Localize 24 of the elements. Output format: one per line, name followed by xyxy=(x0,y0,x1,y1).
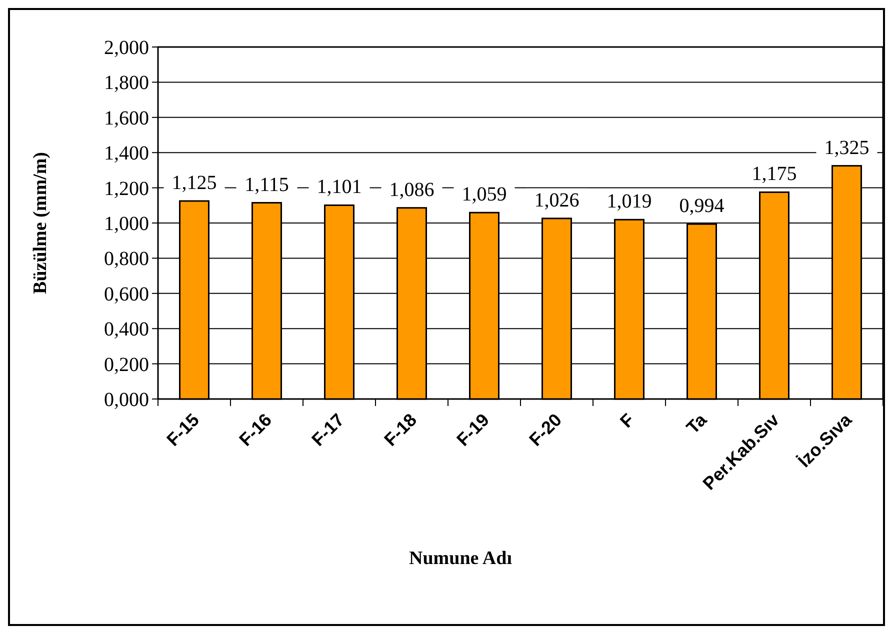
y-tick-label: 1,000 xyxy=(104,213,149,235)
data-label: 1,026 xyxy=(534,189,580,212)
data-label: 1,125 xyxy=(172,172,217,194)
y-tick-label: 0,400 xyxy=(104,318,149,341)
data-label: 0,994 xyxy=(679,195,724,218)
x-tick-label: F xyxy=(616,410,638,432)
y-tick-label: 1,600 xyxy=(104,107,149,130)
y-tick-label: 1,400 xyxy=(104,142,149,165)
y-tick-label: 1,200 xyxy=(104,178,149,200)
data-label: 1,175 xyxy=(752,163,797,186)
y-axis-title: Büzülme (mm/m) xyxy=(30,152,51,294)
x-axis-title: Numune Adı xyxy=(409,548,512,569)
data-label: 1,325 xyxy=(824,136,870,159)
data-label: 1,101 xyxy=(316,176,362,198)
data-label: 1,086 xyxy=(389,178,434,201)
y-tick-label: 2,000 xyxy=(104,37,149,59)
y-tick-label: 0,000 xyxy=(104,389,149,411)
y-tick-label: 0,200 xyxy=(104,354,149,376)
data-label: 1,059 xyxy=(462,184,507,206)
y-tick-label: 0,600 xyxy=(104,283,149,306)
y-tick-label: 0,800 xyxy=(104,248,149,270)
y-tick-label: 1,800 xyxy=(104,72,149,94)
data-label: 1,019 xyxy=(606,190,652,213)
data-label: 1,115 xyxy=(244,174,289,196)
